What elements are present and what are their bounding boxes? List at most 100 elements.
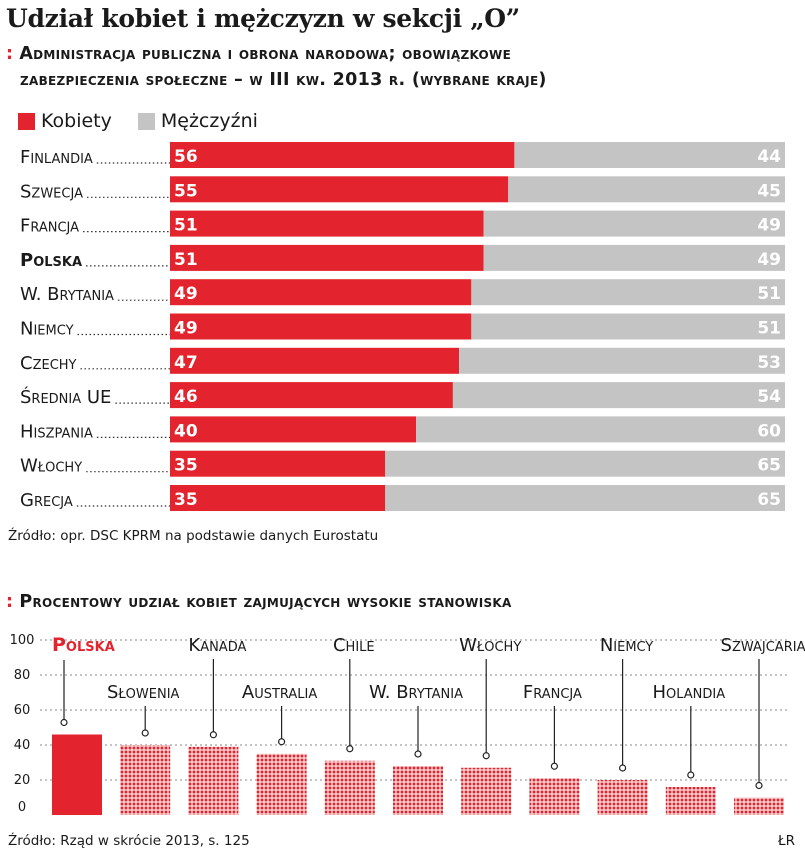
bar-kobiety-w-brytania xyxy=(170,279,472,306)
legend-label-mezczyzni: Mężczyźni xyxy=(160,110,258,132)
value-label-kobiety-szwecja: 55 xyxy=(174,181,198,201)
page-title: Udział kobiet i mężczyzn w sekcji „O” xyxy=(6,4,520,33)
value-label-mezczyzni-grecja: 65 xyxy=(757,490,781,510)
bar-kobiety-niemcy xyxy=(170,313,472,340)
bar-mezczyzni-hiszpania xyxy=(416,416,785,443)
category-label-finlandia: Finlandia xyxy=(20,147,93,168)
category-label-włochy: Włochy xyxy=(20,456,82,477)
category-label-słowenia: Słowenia xyxy=(107,682,180,703)
callout-marker-słowenia xyxy=(141,729,149,737)
category-label-w-brytania: W. Brytania xyxy=(369,682,463,703)
bar-francja xyxy=(529,778,580,815)
value-label-mezczyzni-polska: 49 xyxy=(757,250,781,270)
category-label-grecja: Grecja xyxy=(20,490,73,511)
subtitle-marker-icon: : xyxy=(6,592,14,612)
legend-swatch-mezczyzni xyxy=(137,112,155,130)
category-label-polska: Polska xyxy=(20,250,82,271)
chart2-column-chart: 0 20 40 60 80 100 Polska Słowenia Kanada Australi… xyxy=(10,633,805,815)
value-label-kobiety-francja: 51 xyxy=(174,216,198,236)
callout-marker-australia xyxy=(278,738,286,746)
callout-marker-holandia xyxy=(687,771,695,779)
value-label-kobiety-finlandia: 56 xyxy=(174,147,198,167)
category-label-szwajcaria: Szwajcaria xyxy=(721,635,805,656)
bar-włochy xyxy=(461,767,512,815)
value-label-mezczyzni-w-brytania: 51 xyxy=(757,284,781,304)
value-label-kobiety-włochy: 35 xyxy=(174,456,198,476)
y-tick-label-60: 60 xyxy=(14,703,31,718)
bar-mezczyzni-francja xyxy=(483,210,785,237)
y-tick-label-100: 100 xyxy=(10,633,35,648)
value-label-kobiety-czechy: 47 xyxy=(174,353,198,373)
category-label-czechy: Czechy xyxy=(20,353,77,374)
bar-mezczyzni-w-brytania xyxy=(471,279,785,306)
y-tick-label-0: 0 xyxy=(18,800,26,815)
callout-marker-niemcy xyxy=(618,764,627,772)
bar-kobiety-szwecja xyxy=(170,176,509,203)
category-label-holandia: Holandia xyxy=(652,682,725,703)
category-label-średnia-ue: Średnia UE xyxy=(20,386,111,408)
bar-kobiety-finlandia xyxy=(170,142,515,168)
bar-mezczyzni-szwecja xyxy=(508,176,785,203)
value-label-mezczyzni-włochy: 65 xyxy=(757,456,781,476)
value-label-mezczyzni-szwecja: 45 xyxy=(757,181,781,201)
category-label-w-brytania: W. Brytania xyxy=(20,284,114,305)
chart1-source: Źródło: opr. DSC KPRM na podstawie danyc… xyxy=(8,528,379,544)
category-label-włochy: Włochy xyxy=(459,635,521,656)
value-label-mezczyzni-niemcy: 51 xyxy=(757,319,781,339)
callout-marker-polska xyxy=(60,718,68,727)
bar-mezczyzni-finlandia xyxy=(514,142,785,168)
bar-mezczyzni-niemcy xyxy=(471,313,785,340)
bar-mezczyzni-czechy xyxy=(459,347,785,374)
category-label-hiszpania: Hiszpania xyxy=(20,421,93,442)
category-label-niemcy: Niemcy xyxy=(20,319,74,340)
chart2-subtitle-text: Procentowy udział kobiet zajmujących wys… xyxy=(19,592,512,612)
bar-holandia xyxy=(665,787,716,815)
chart1-legend: Kobiety Mężczyźni xyxy=(18,110,258,132)
bar-szwajcaria xyxy=(734,797,784,815)
value-label-kobiety-w-brytania: 49 xyxy=(174,284,198,304)
value-label-mezczyzni-czechy: 53 xyxy=(757,353,781,373)
bar-australia xyxy=(256,753,307,815)
bar-mezczyzni-średnia-ue xyxy=(452,382,785,409)
value-label-mezczyzni-finlandia: 44 xyxy=(757,147,781,167)
chart1-subtitle-line2: zabezpieczenia społeczne – w III kw. 201… xyxy=(20,70,547,90)
bar-kobiety-polska xyxy=(170,244,484,271)
callout-marker-kanada xyxy=(209,731,217,739)
category-label-francja: Francja xyxy=(20,216,79,237)
bar-chile xyxy=(324,760,375,815)
bar-mezczyzni-włochy xyxy=(385,450,785,477)
bar-kobiety-francja xyxy=(170,210,484,237)
callout-marker-chile xyxy=(346,745,354,753)
category-label-francja: Francja xyxy=(523,682,582,703)
callout-marker-francja xyxy=(550,762,559,770)
category-label-kanada: Kanada xyxy=(188,635,246,656)
value-label-kobiety-grecja: 35 xyxy=(174,490,198,510)
callout-marker-szwajcaria xyxy=(755,781,763,790)
chart1-subtitle-text1: Administracja publiczna i obrona narodow… xyxy=(19,44,512,64)
bar-polska xyxy=(52,734,102,815)
category-label-chile: Chile xyxy=(333,635,375,656)
chart1-stacked-bars: Finlandia 56 44 Szwecja 55 45 Francja 51 49 Polsk… xyxy=(20,142,785,511)
bar-niemcy xyxy=(597,780,648,815)
value-label-mezczyzni-francja: 49 xyxy=(757,216,781,236)
category-label-niemcy: Niemcy xyxy=(600,635,654,656)
category-label-polska: Polska xyxy=(52,634,115,656)
bar-kobiety-czechy xyxy=(170,347,460,374)
value-label-mezczyzni-hiszpania: 60 xyxy=(757,421,781,441)
chart1-subtitle-line1: : Administracja publiczna i obrona narodo… xyxy=(6,44,511,64)
subtitle-marker-icon: : xyxy=(6,44,14,64)
chart2-subtitle: : Procentowy udział kobiet zajmujących wy… xyxy=(6,592,512,612)
bar-mezczyzni-grecja xyxy=(385,485,785,511)
value-label-mezczyzni-średnia-ue: 54 xyxy=(757,387,781,407)
bar-kobiety-średnia-ue xyxy=(170,382,453,409)
bar-kobiety-grecja xyxy=(170,485,386,511)
y-tick-label-80: 80 xyxy=(14,668,31,683)
value-label-kobiety-polska: 51 xyxy=(174,250,198,270)
bar-kobiety-włochy xyxy=(170,450,386,477)
y-tick-label-40: 40 xyxy=(14,738,31,753)
callout-marker-w-brytania xyxy=(414,750,422,758)
value-label-kobiety-niemcy: 49 xyxy=(174,319,198,339)
value-label-kobiety-hiszpania: 40 xyxy=(174,421,198,441)
author-credit: ŁR xyxy=(778,833,795,849)
y-tick-label-20: 20 xyxy=(14,773,31,788)
